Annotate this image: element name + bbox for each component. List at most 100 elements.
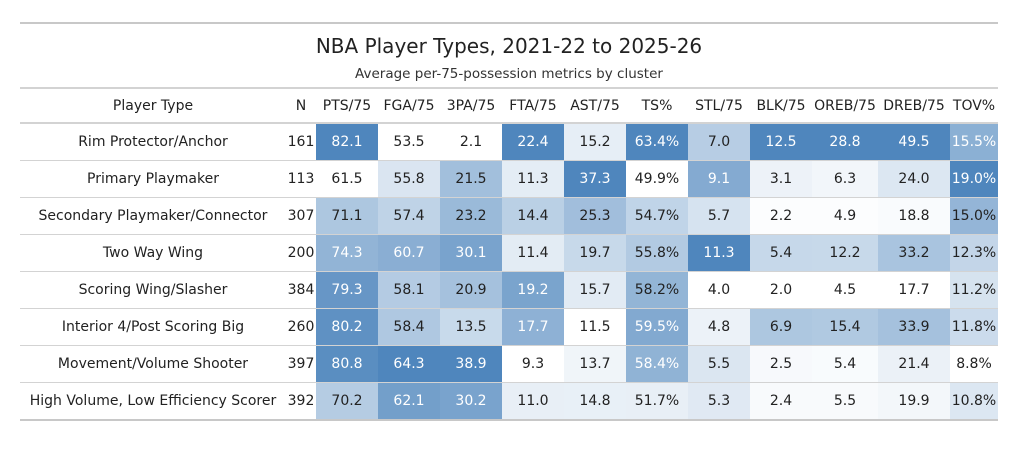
- heatmap-cell: 19.2: [502, 271, 564, 309]
- player-type-label: Rim Protector/Anchor: [20, 123, 286, 161]
- heatmap-cell: 8.8%: [950, 345, 998, 383]
- heatmap-cell: 4.5: [812, 271, 878, 309]
- heatmap-cell: 37.3: [564, 160, 626, 198]
- heatmap-cell: 30.2: [440, 382, 502, 421]
- heatmap-cell: 15.7: [564, 271, 626, 309]
- column-header: AST/75: [564, 87, 626, 124]
- heatmap-cell: 33.2: [878, 234, 950, 272]
- chart-subtitle: Average per-75-possession metrics by clu…: [355, 66, 663, 82]
- heatmap-cell: 12.5: [750, 123, 812, 161]
- heatmap-cell: 61.5: [316, 160, 378, 198]
- heatmap-cell: 15.4: [812, 308, 878, 346]
- count-cell: 307: [286, 197, 316, 235]
- heatmap-cell: 11.3: [688, 234, 750, 272]
- heatmap-cell: 9.1: [688, 160, 750, 198]
- count-cell: 161: [286, 123, 316, 161]
- heatmap-cell: 19.0%: [950, 160, 998, 198]
- heatmap-cell: 2.0: [750, 271, 812, 309]
- column-header: PTS/75: [316, 87, 378, 124]
- heatmap-cell: 6.3: [812, 160, 878, 198]
- heatmap-cell: 19.7: [564, 234, 626, 272]
- column-header: DREB/75: [878, 87, 950, 124]
- heatmap-cell: 21.4: [878, 345, 950, 383]
- heatmap-cell: 49.9%: [626, 160, 688, 198]
- heatmap-cell: 5.4: [812, 345, 878, 383]
- heatmap-cell: 4.0: [688, 271, 750, 309]
- heatmap-cell: 62.1: [378, 382, 440, 421]
- heatmap-cell: 11.4: [502, 234, 564, 272]
- count-cell: 113: [286, 160, 316, 198]
- heatmap-cell: 58.4%: [626, 345, 688, 383]
- heatmap-cell: 80.2: [316, 308, 378, 346]
- chart-title: NBA Player Types, 2021-22 to 2025-26: [315, 34, 703, 58]
- heatmap-cell: 11.5: [564, 308, 626, 346]
- count-cell: 384: [286, 271, 316, 309]
- heatmap-cell: 2.5: [750, 345, 812, 383]
- heatmap-cell: 58.1: [378, 271, 440, 309]
- player-type-label: Primary Playmaker: [20, 160, 286, 198]
- table-row: Two Way Wing 200 74.3 60.7 30.1 11.4 19.7 55.8%…: [20, 234, 998, 272]
- heatmap-cell: 14.4: [502, 197, 564, 235]
- heatmap-cell: 11.3: [502, 160, 564, 198]
- heatmap-cell: 59.5%: [626, 308, 688, 346]
- table-row: Scoring Wing/Slasher 384 79.3 58.1 20.9 19.2 1…: [20, 271, 998, 309]
- table-row: Rim Protector/Anchor 161 82.1 53.5 2.1 22.4 15…: [20, 123, 998, 161]
- column-header: STL/75: [688, 87, 750, 124]
- heatmap-cell: 5.4: [750, 234, 812, 272]
- heatmap-cell: 13.5: [440, 308, 502, 346]
- count-cell: 397: [286, 345, 316, 383]
- column-header: FTA/75: [502, 87, 564, 124]
- heatmap-cell: 79.3: [316, 271, 378, 309]
- heatmap-cell: 57.4: [378, 197, 440, 235]
- heatmap-cell: 60.7: [378, 234, 440, 272]
- heatmap-cell: 58.2%: [626, 271, 688, 309]
- heatmap-cell: 63.4%: [626, 123, 688, 161]
- heatmap-cell: 55.8%: [626, 234, 688, 272]
- column-header: TS%: [626, 87, 688, 124]
- table-row: Movement/Volume Shooter 397 80.8 64.3 38.9 9.…: [20, 345, 998, 383]
- count-cell: 200: [286, 234, 316, 272]
- heatmap-cell: 14.8: [564, 382, 626, 421]
- player-type-label: Two Way Wing: [20, 234, 286, 272]
- heatmap-cell: 17.7: [502, 308, 564, 346]
- heatmap-cell: 18.8: [878, 197, 950, 235]
- player-type-label: Movement/Volume Shooter: [20, 345, 286, 383]
- heatmap-cell: 25.3: [564, 197, 626, 235]
- heatmap-cell: 82.1: [316, 123, 378, 161]
- heatmap-cell: 6.9: [750, 308, 812, 346]
- heatmap-cell: 64.3: [378, 345, 440, 383]
- column-header: Player Type: [20, 87, 286, 124]
- heatmap-cell: 11.2%: [950, 271, 998, 309]
- heatmap-cell: 4.8: [688, 308, 750, 346]
- table-row: Interior 4/Post Scoring Big 260 80.2 58.4 13…: [20, 308, 998, 346]
- heatmap-cell: 23.2: [440, 197, 502, 235]
- column-header: BLK/75: [750, 87, 812, 124]
- heatmap-cell: 2.2: [750, 197, 812, 235]
- count-cell: 260: [286, 308, 316, 346]
- heatmap-cell: 11.0: [502, 382, 564, 421]
- heatmap-cell: 80.8: [316, 345, 378, 383]
- heatmap-cell: 22.4: [502, 123, 564, 161]
- heatmap-cell: 38.9: [440, 345, 502, 383]
- heatmap-cell: 10.8%: [950, 382, 998, 421]
- heatmap-cell: 12.3%: [950, 234, 998, 272]
- heatmap-cell: 19.9: [878, 382, 950, 421]
- column-header: 3PA/75: [440, 87, 502, 124]
- header-row: Player Type N PTS/75 FGA/75 3PA/75 FTA/75 AST/…: [20, 87, 998, 124]
- heatmap-cell: 24.0: [878, 160, 950, 198]
- table-row: Primary Playmaker 113 61.5 55.8 21.5 11.3 37.3…: [20, 160, 998, 198]
- heatmap-cell: 2.4: [750, 382, 812, 421]
- heatmap-cell: 15.0%: [950, 197, 998, 235]
- column-header: N: [286, 87, 316, 124]
- heatmap-cell: 55.8: [378, 160, 440, 198]
- heatmap-cell: 7.0: [688, 123, 750, 161]
- heatmap-cell: 53.5: [378, 123, 440, 161]
- heatmap-cell: 11.8%: [950, 308, 998, 346]
- table-row: Secondary Playmaker/Connector 307 71.1 57.4…: [20, 197, 998, 235]
- heatmap-cell: 74.3: [316, 234, 378, 272]
- heatmap-cell: 33.9: [878, 308, 950, 346]
- heatmap-cell: 5.5: [688, 345, 750, 383]
- table-body: Rim Protector/Anchor 161 82.1 53.5 2.1 22.4 15…: [20, 123, 998, 421]
- heatmap-cell: 28.8: [812, 123, 878, 161]
- heatmap-cell: 20.9: [440, 271, 502, 309]
